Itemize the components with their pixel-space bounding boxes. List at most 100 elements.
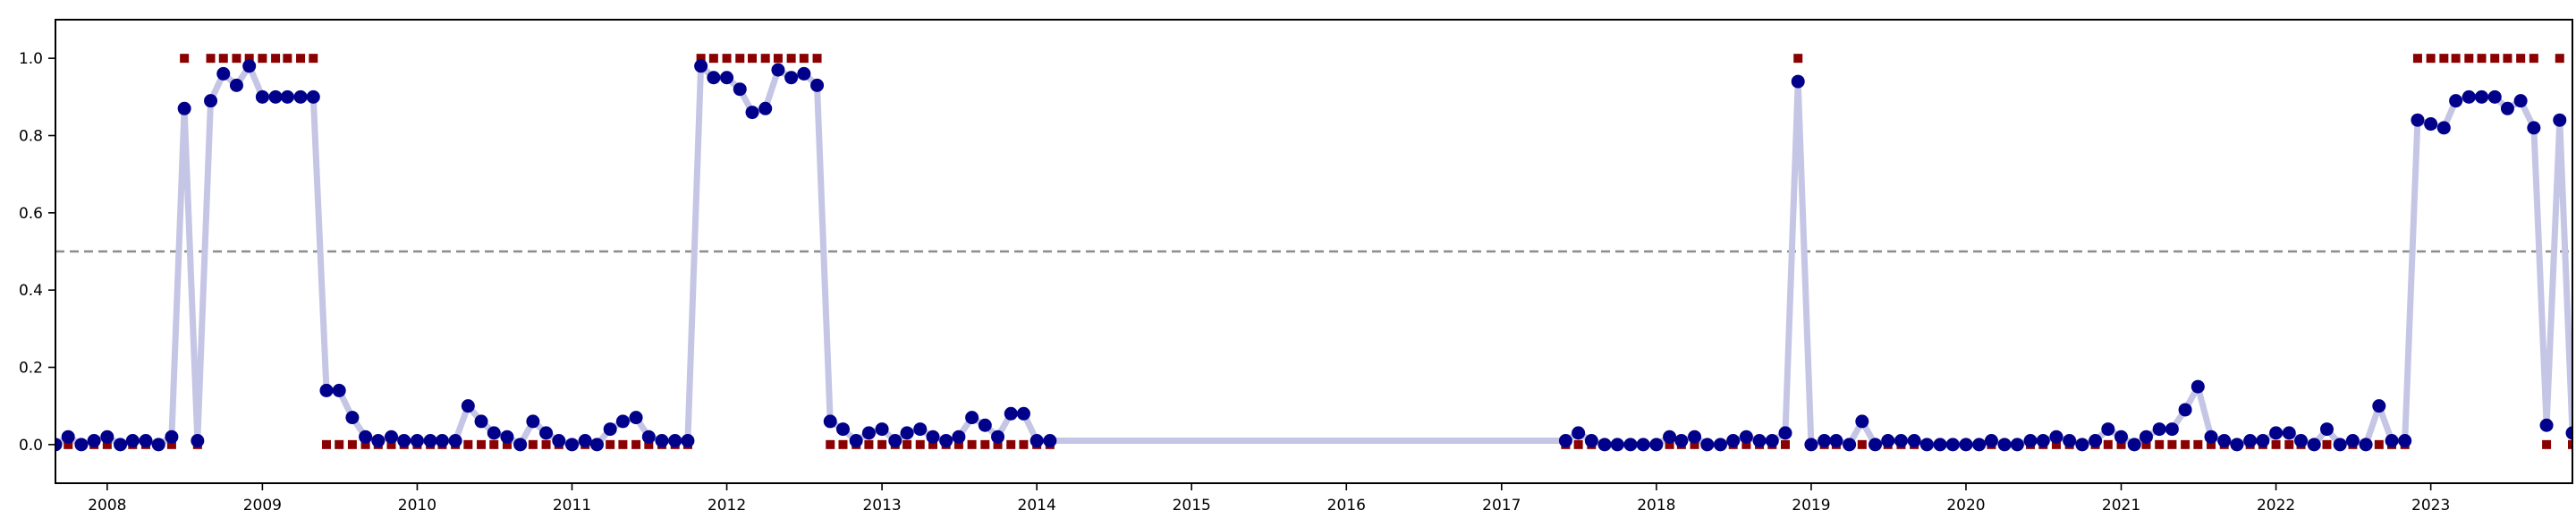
label-marker xyxy=(2478,54,2487,63)
probability-point xyxy=(746,106,759,119)
probability-point xyxy=(1649,438,1663,451)
probability-point xyxy=(604,422,617,436)
probability-point xyxy=(2165,422,2179,436)
probability-point xyxy=(1559,434,1572,447)
probability-point xyxy=(2075,438,2089,451)
probability-point xyxy=(539,426,553,439)
probability-point xyxy=(2153,422,2166,436)
probability-point xyxy=(2128,438,2141,451)
label-marker xyxy=(2413,54,2422,63)
probability-point xyxy=(2063,434,2076,447)
probability-point xyxy=(771,64,784,77)
probability-point xyxy=(2553,114,2566,127)
probability-point xyxy=(2011,438,2024,451)
y-tick-label: 0.8 xyxy=(19,128,43,146)
probability-point xyxy=(256,90,269,104)
probability-point xyxy=(1843,438,1856,451)
probability-point xyxy=(165,430,178,444)
probability-point xyxy=(2398,434,2411,447)
probability-point xyxy=(2101,422,2114,436)
probability-point xyxy=(1920,438,1934,451)
label-marker xyxy=(322,440,331,449)
label-marker xyxy=(774,54,783,63)
probability-point xyxy=(901,426,914,439)
probability-point xyxy=(191,434,204,447)
probability-point xyxy=(2283,426,2296,439)
label-marker xyxy=(761,54,770,63)
probability-point xyxy=(1804,438,1818,451)
probability-point xyxy=(2037,434,2050,447)
x-tick-label: 2021 xyxy=(2102,497,2140,515)
label-marker xyxy=(2167,440,2176,449)
label-marker xyxy=(631,440,640,449)
label-marker xyxy=(2322,440,2331,449)
probability-point xyxy=(565,438,579,451)
probability-point xyxy=(2049,430,2063,444)
probability-point xyxy=(307,90,320,104)
label-marker xyxy=(877,440,886,449)
probability-point xyxy=(2269,426,2283,439)
probability-point xyxy=(2191,380,2205,394)
probability-point xyxy=(1908,434,1921,447)
x-tick-label: 2014 xyxy=(1018,497,1056,515)
y-tick-label: 0.2 xyxy=(19,360,43,378)
probability-point xyxy=(797,67,810,81)
probability-point xyxy=(836,422,850,436)
probability-point xyxy=(2294,434,2308,447)
probability-point xyxy=(242,59,256,72)
probability-point xyxy=(952,430,965,444)
probability-point xyxy=(1934,438,1947,451)
probability-point xyxy=(1829,434,1843,447)
label-marker xyxy=(813,54,822,63)
probability-point xyxy=(616,414,630,428)
label-marker xyxy=(180,54,189,63)
label-marker xyxy=(2464,54,2473,63)
probability-point xyxy=(2514,94,2528,107)
probability-point xyxy=(656,434,669,447)
probability-point xyxy=(2179,403,2192,416)
y-tick-label: 1.0 xyxy=(19,50,43,68)
label-marker xyxy=(916,440,925,449)
label-marker xyxy=(709,54,718,63)
label-marker xyxy=(2427,54,2436,63)
probability-point xyxy=(1637,438,1650,451)
probability-point xyxy=(2501,102,2514,115)
probability-point xyxy=(2488,90,2502,104)
x-tick-label: 2013 xyxy=(862,497,901,515)
probability-point xyxy=(2360,438,2373,451)
label-marker xyxy=(1006,440,1015,449)
probability-point xyxy=(1585,434,1598,447)
label-marker xyxy=(296,54,305,63)
label-marker xyxy=(618,440,627,449)
probability-point xyxy=(319,384,333,397)
probability-point xyxy=(88,434,101,447)
probability-point xyxy=(1017,407,1030,421)
probability-point xyxy=(462,399,475,413)
probability-point xyxy=(1881,434,1894,447)
probability-point xyxy=(424,434,437,447)
probability-point xyxy=(1792,75,1805,89)
probability-point xyxy=(204,94,217,107)
probability-point xyxy=(74,438,88,451)
label-marker xyxy=(1019,440,1028,449)
probability-point xyxy=(100,430,114,444)
x-tick-label: 2010 xyxy=(398,497,436,515)
probability-point xyxy=(888,434,902,447)
label-marker xyxy=(2181,440,2190,449)
probability-point xyxy=(668,434,682,447)
probability-point xyxy=(965,411,979,424)
y-tick-label: 0.0 xyxy=(19,437,43,455)
probability-point xyxy=(152,438,165,451)
probability-point xyxy=(294,90,308,104)
label-marker xyxy=(980,440,989,449)
x-tick-label: 2022 xyxy=(2257,497,2295,515)
probability-point xyxy=(436,434,449,447)
label-marker xyxy=(463,440,472,449)
probability-point xyxy=(2411,114,2424,127)
probability-point xyxy=(333,384,346,397)
probability-point xyxy=(642,430,656,444)
probability-point xyxy=(1700,438,1714,451)
x-tick-label: 2019 xyxy=(1792,497,1830,515)
